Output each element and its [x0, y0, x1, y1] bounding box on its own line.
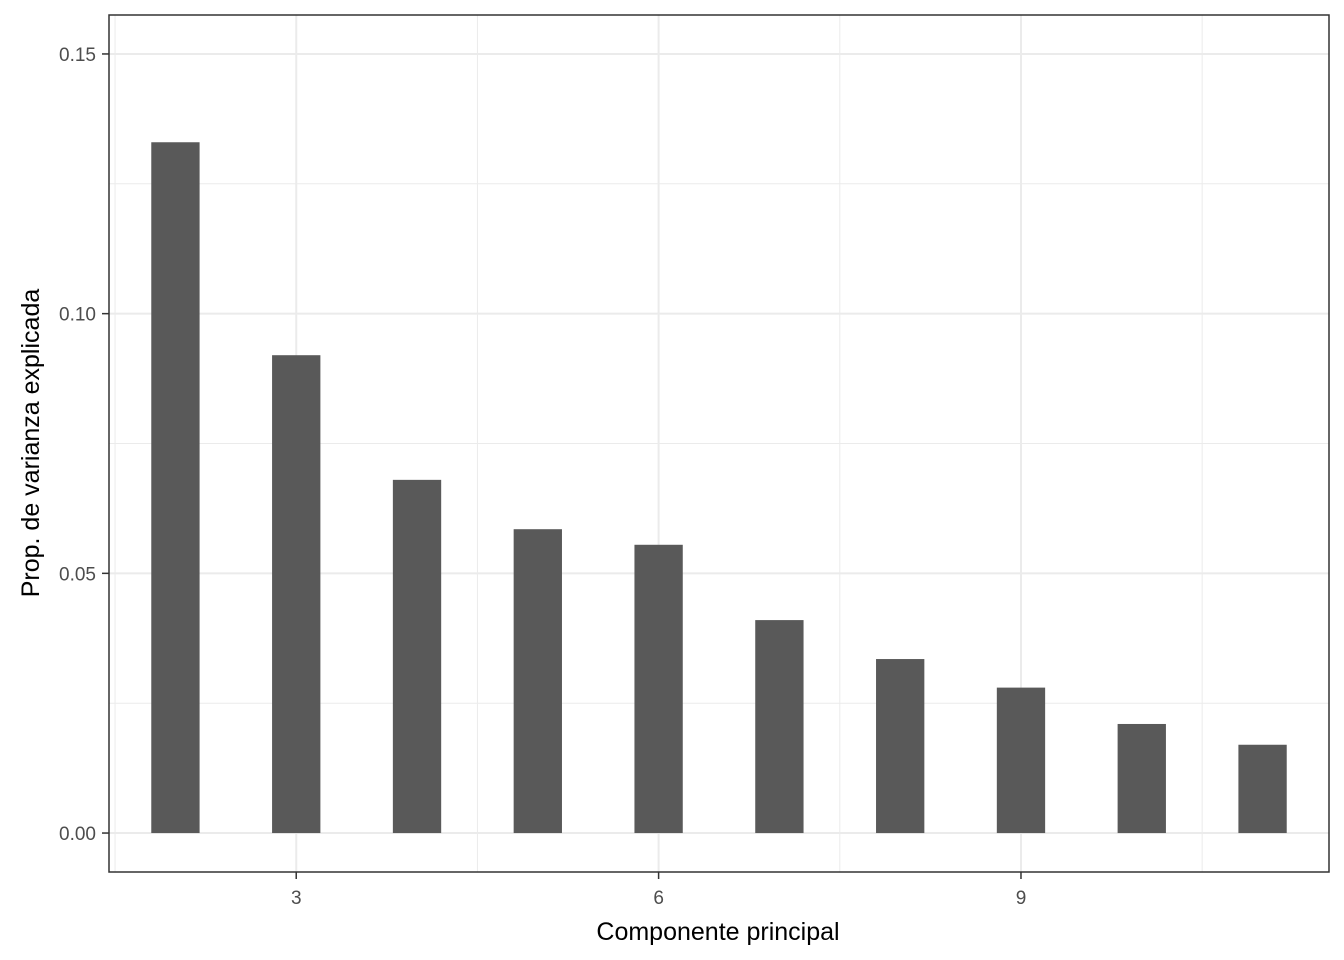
y-tick-label: 0.10 [59, 305, 96, 326]
y-axis-title: Prop. de varianza explicada [17, 289, 45, 598]
x-tick-label: 9 [1016, 888, 1027, 909]
x-tick-label: 6 [653, 888, 664, 909]
bar [1117, 723, 1166, 834]
axis-ticks [102, 53, 1022, 879]
bar [996, 687, 1046, 834]
y-tick-labels: 0.00 0.05 0.10 0.15 [59, 45, 96, 845]
bar [392, 479, 442, 834]
bar [1238, 744, 1287, 834]
y-tick-label: 0.00 [59, 824, 96, 845]
x-tick-label: 3 [291, 888, 302, 909]
bar [151, 142, 200, 834]
bar [876, 659, 925, 834]
bars [151, 142, 1287, 834]
bar [272, 355, 321, 834]
bar [755, 620, 804, 834]
grid-minor [109, 15, 1329, 872]
panel-border [108, 14, 1330, 873]
y-tick-label: 0.05 [59, 564, 96, 585]
x-axis-title: Componente principal [596, 918, 839, 946]
y-tick-label: 0.15 [59, 45, 96, 66]
bar [513, 529, 562, 834]
bar [634, 544, 683, 834]
x-tick-labels: 3 6 9 [291, 888, 1026, 909]
